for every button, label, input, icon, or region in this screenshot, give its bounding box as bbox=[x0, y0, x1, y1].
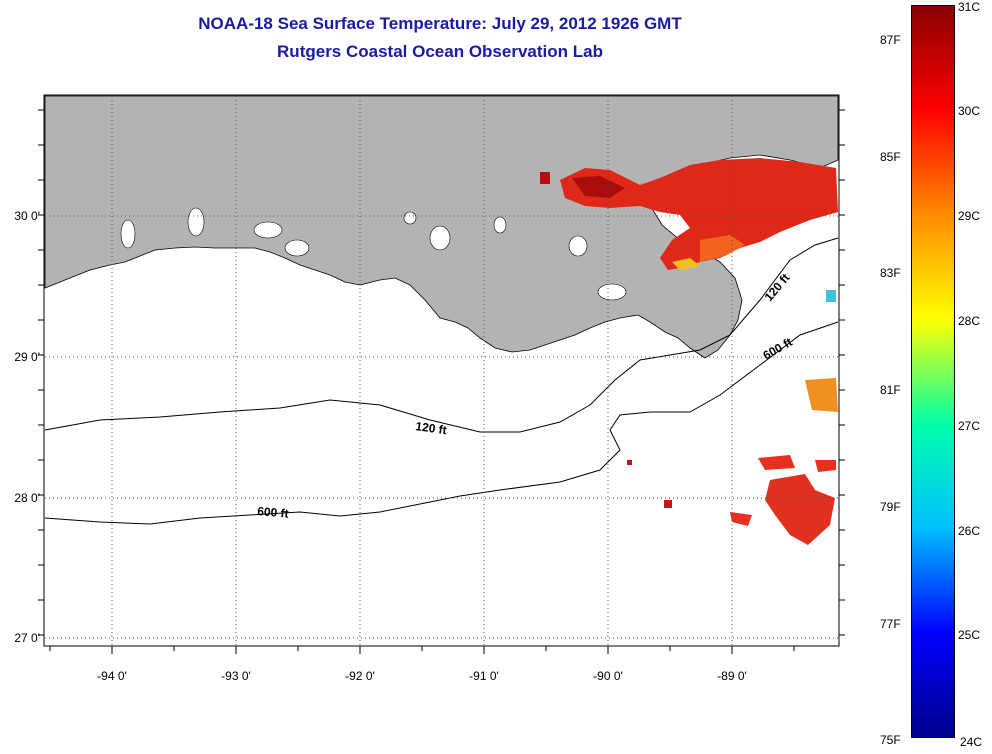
lon-tick-label: -92 0' bbox=[345, 669, 375, 683]
colorbar-celsius-label: 26C bbox=[958, 524, 981, 538]
lat-tick-label: 27 0' bbox=[14, 631, 40, 645]
colorbar-fahrenheit-label: 79F bbox=[880, 500, 901, 514]
colorbar-celsius-label: 27C bbox=[958, 419, 981, 433]
colorbar-celsius-label: 24C bbox=[960, 735, 983, 749]
colorbar-fahrenheit-label: 87F bbox=[880, 33, 901, 47]
lon-tick-label: -90 0' bbox=[593, 669, 623, 683]
map-subtitle: Rutgers Coastal Ocean Observation Lab bbox=[277, 42, 603, 61]
colorbar-fahrenheit-label: 77F bbox=[880, 617, 901, 631]
inland-water bbox=[120, 207, 627, 301]
colorbar-fahrenheit-label: 83F bbox=[880, 266, 901, 280]
axis-ticks bbox=[38, 109, 845, 654]
contour-label-600-south: 600 ft bbox=[257, 504, 289, 521]
colorbar-celsius-label: 30C bbox=[958, 104, 981, 118]
lon-tick-label: -93 0' bbox=[221, 669, 251, 683]
lon-tick-label: -91 0' bbox=[469, 669, 499, 683]
graticule bbox=[45, 96, 838, 645]
lat-tick-label: 28 0' bbox=[14, 491, 40, 505]
lon-tick-label: -94 0' bbox=[97, 669, 127, 683]
sst-warm-patches bbox=[540, 158, 838, 545]
map-title: NOAA-18 Sea Surface Temperature: July 29… bbox=[198, 14, 682, 33]
colorbar-celsius-label: 31C bbox=[958, 0, 981, 14]
lat-tick-label: 29 0' bbox=[14, 350, 40, 364]
contour-label-120-south: 120 ft bbox=[415, 419, 448, 437]
temperature-colorbar bbox=[911, 5, 955, 738]
colorbar-celsius-label: 28C bbox=[958, 314, 981, 328]
colorbar-celsius-label: 25C bbox=[958, 628, 981, 642]
colorbar-celsius-label: 29C bbox=[958, 209, 981, 223]
colorbar-fahrenheit-label: 75F bbox=[880, 733, 901, 747]
colorbar-fahrenheit-label: 81F bbox=[880, 383, 901, 397]
bathymetry-contours bbox=[44, 237, 839, 525]
colorbar-fahrenheit-label: 85F bbox=[880, 150, 901, 164]
lon-tick-label: -89 0' bbox=[717, 669, 747, 683]
lat-tick-label: 30 0' bbox=[14, 209, 40, 223]
